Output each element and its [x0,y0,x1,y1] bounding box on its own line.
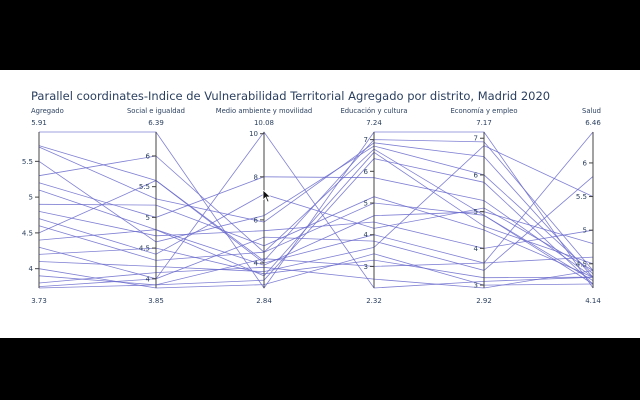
data-line-3[interactable] [38,142,594,278]
top-black-band [0,0,640,70]
bottom-black-band [0,338,640,400]
axis-5[interactable]: Economía y empleo 7.17 2.92 3 4 5 6 7 [450,107,517,305]
data-line-19[interactable] [38,176,594,278]
tick-label: 10 [249,130,258,138]
data-line-8[interactable] [38,193,594,271]
tick-label: 3 [364,263,368,271]
data-line-4[interactable] [38,145,594,275]
tick-label: 6 [364,168,369,176]
data-line-12[interactable] [38,247,594,279]
tick-label: 5.5 [139,183,150,191]
axis-label: Economía y empleo [450,107,517,115]
tick-label: 6 [146,152,151,160]
axis-min-label: 3.85 [148,297,164,305]
tick-label: 6 [474,171,479,179]
axis-3[interactable]: Medio ambiente y movilidad 10.08 2.84 4 6 8 10 [216,107,313,305]
tick-label: 5.5 [576,193,587,201]
axis-max-label: 5.91 [31,119,47,127]
data-line-16[interactable] [38,266,594,289]
data-line-9[interactable] [38,202,594,285]
data-line-17[interactable] [38,131,594,289]
axis-label: Social e igualdad [127,107,185,115]
axis-min-label: 3.73 [31,297,47,305]
data-line-18[interactable] [38,158,594,289]
tick-label: 4.5 [139,245,150,253]
data-line-7[interactable] [38,196,594,278]
data-line-5[interactable] [38,148,594,281]
tick-label: 4 [146,275,151,283]
tick-label: 5.5 [22,158,33,166]
axis-max-label: 7.24 [366,119,382,127]
axis-max-label: 10.08 [254,119,274,127]
axis-min-label: 4.14 [585,297,601,305]
mouse-cursor-icon [262,189,272,203]
tick-label: 3 [474,282,478,290]
axis-6[interactable]: Salud 6.46 4.14 4.5 5 5.5 6 [576,107,601,305]
tick-label: 5 [474,208,478,216]
axis-min-label: 2.92 [476,297,492,305]
axis-label: Educación y cultura [340,107,407,115]
axis-1[interactable]: Agregado 5.91 3.73 4 4.5 5 5.5 [22,107,64,305]
data-line-13[interactable] [38,145,594,273]
axis-min-label: 2.84 [256,297,272,305]
axis-max-label: 6.39 [148,119,164,127]
chart-container: Parallel coordinates-Indice de Vulnerabi… [0,70,640,338]
tick-label: 4.5 [576,260,587,268]
tick-label: 4 [474,245,479,253]
axis-max-label: 7.17 [476,119,492,127]
axis-2[interactable]: Social e igualdad 6.39 3.85 4 4.5 5 5.5 6 [127,107,185,305]
axis-4[interactable]: Educación y cultura 7.24 2.32 3 4 5 6 7 [340,107,407,305]
tick-label: 7 [364,136,368,144]
axis-max-label: 6.46 [585,119,601,127]
data-line-6[interactable] [38,151,594,277]
tick-label: 5 [583,227,587,235]
tick-label: 5 [364,200,368,208]
tick-label: 4 [254,260,259,268]
data-line-14[interactable] [38,253,594,289]
tick-label: 4.5 [22,229,33,237]
tick-label: 4 [29,265,34,273]
axis-min-label: 2.32 [366,297,382,305]
data-line-10[interactable] [38,131,594,264]
tick-label: 4 [364,231,369,239]
tick-label: 8 [254,173,258,181]
tick-label: 5 [29,194,33,202]
tick-label: 6 [254,216,259,224]
chart-title: Parallel coordinates-Indice de Vulnerabi… [31,89,551,103]
data-lines [38,131,594,289]
tick-label: 5 [146,214,150,222]
axis-label: Agregado [31,107,64,115]
axis-label: Salud [582,107,601,115]
data-line-21[interactable] [38,211,594,266]
axis-label: Medio ambiente y movilidad [216,107,313,115]
data-line-11[interactable] [38,176,594,280]
tick-label: 7 [474,135,478,143]
data-line-15[interactable] [38,256,594,286]
tick-label: 6 [583,159,588,167]
